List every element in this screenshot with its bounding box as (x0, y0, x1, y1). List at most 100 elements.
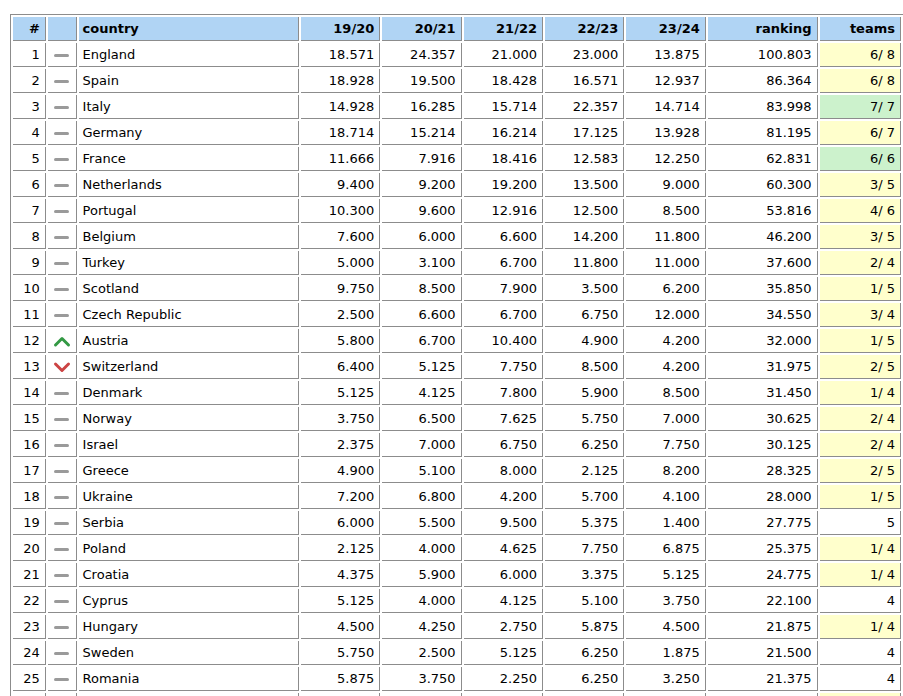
country-row: 8Belgium7.6006.0006.60014.20011.80046.20… (13, 225, 901, 249)
teams-count: 1/ 4 (820, 381, 901, 405)
season-points-22-23: 4.900 (545, 329, 624, 353)
country-name: Portugal (79, 199, 299, 223)
season-points-23-24: 1.875 (626, 641, 705, 665)
ranking-points: 46.200 (708, 225, 818, 249)
trend-cell (48, 95, 77, 119)
trend-cell (48, 121, 77, 145)
no-change-dash-icon (54, 574, 69, 577)
season-points-21-22: 9.500 (464, 511, 543, 535)
country-row: 20Poland2.1254.0004.6257.7506.87525.3751… (13, 537, 901, 561)
country-name: France (79, 147, 299, 171)
no-change-dash-icon (54, 236, 69, 239)
rank-number: 24 (13, 641, 46, 665)
teams-count: 4 (820, 589, 901, 613)
no-change-dash-icon (54, 132, 69, 135)
rank-number: 9 (13, 251, 46, 275)
no-change-dash-icon (54, 54, 69, 57)
season-points-19-20: 2.500 (301, 303, 380, 327)
season-points-23-24: 11.000 (626, 251, 705, 275)
no-change-dash-icon (54, 626, 69, 629)
ranking-points: 60.300 (708, 173, 818, 197)
ranking-points: 30.125 (708, 433, 818, 457)
season-points-21-22: 4.200 (464, 485, 543, 509)
season-points-22-23: 12.500 (545, 199, 624, 223)
rank-number: 1 (13, 43, 46, 67)
column-header-season-20-21: 20/21 (382, 17, 461, 41)
season-points-22-23: 6.750 (545, 303, 624, 327)
trend-cell (48, 667, 77, 691)
no-change-dash-icon (54, 678, 69, 681)
ranking-points: 21.875 (708, 615, 818, 639)
ranking-points: 24.775 (708, 563, 818, 587)
country-row: 22Cyprus5.1254.0004.1255.1003.75022.1004 (13, 589, 901, 613)
rank-number: 4 (13, 121, 46, 145)
season-points-21-22: 7.625 (464, 407, 543, 431)
country-row: 1England18.57124.35721.00023.00013.87510… (13, 43, 901, 67)
trend-cell (48, 173, 77, 197)
column-header-season-19-20: 19/20 (301, 17, 380, 41)
season-points-23-24: 12.250 (626, 147, 705, 171)
trend-cell (48, 251, 77, 275)
season-points-20-21: 6.700 (382, 329, 461, 353)
season-points-20-21: 6.000 (382, 225, 461, 249)
teams-count: 2/ 4 (820, 433, 901, 457)
teams-count: 5 (820, 511, 901, 535)
season-points-23-24: 4.200 (626, 355, 705, 379)
country-name: Greece (79, 459, 299, 483)
season-points-19-20: 18.571 (301, 43, 380, 67)
rank-number: 13 (13, 355, 46, 379)
season-points-19-20: 18.714 (301, 121, 380, 145)
season-points-23-24: 3.750 (626, 589, 705, 613)
country-name: Ukraine (79, 485, 299, 509)
uefa-country-ranking-table-container: # country 19/20 20/21 21/22 22/23 23/24 … (10, 14, 903, 696)
trend-cell (48, 485, 77, 509)
season-points-19-20: 5.750 (301, 641, 380, 665)
season-points-20-21: 19.500 (382, 69, 461, 93)
rank-number: 22 (13, 589, 46, 613)
season-points-21-22: 19.200 (464, 173, 543, 197)
teams-count: 7/ 7 (820, 95, 901, 119)
season-points-20-21: 7.916 (382, 147, 461, 171)
country-row: 13Switzerland6.4005.1257.7508.5004.20031… (13, 355, 901, 379)
country-row: 10Scotland9.7508.5007.9003.5006.20035.85… (13, 277, 901, 301)
ranking-points: 31.975 (708, 355, 818, 379)
no-change-dash-icon (54, 158, 69, 161)
no-change-dash-icon (54, 418, 69, 421)
season-points-23-24: 6.875 (626, 537, 705, 561)
season-points-21-22: 12.916 (464, 199, 543, 223)
season-points-20-21: 4.000 (382, 537, 461, 561)
season-points-23-24: 12.000 (626, 303, 705, 327)
country-row: 5France11.6667.91618.41612.58312.25062.8… (13, 147, 901, 171)
country-name: Cyprus (79, 589, 299, 613)
country-row: 17Greece4.9005.1008.0002.1258.20028.3252… (13, 459, 901, 483)
rank-number: 14 (13, 381, 46, 405)
season-points-19-20: 4.500 (301, 615, 380, 639)
country-row: 11Czech Republic2.5006.6006.7006.75012.0… (13, 303, 901, 327)
teams-count: 3/ 5 (820, 173, 901, 197)
rank-number: 2 (13, 69, 46, 93)
season-points-23-24: 13.875 (626, 43, 705, 67)
season-points-22-23: 6.250 (545, 433, 624, 457)
column-header-teams: teams (820, 17, 901, 41)
season-points-23-24: 8.200 (626, 459, 705, 483)
rank-number: 23 (13, 615, 46, 639)
trend-cell (48, 199, 77, 223)
column-header-country: country (79, 17, 299, 41)
column-header-season-22-23: 22/23 (545, 17, 624, 41)
rank-number: 17 (13, 459, 46, 483)
season-points-21-22: 18.416 (464, 147, 543, 171)
season-points-22-23: 12.583 (545, 147, 624, 171)
teams-count: 1/ 5 (820, 277, 901, 301)
teams-count: 1/ 5 (820, 485, 901, 509)
season-points-20-21: 6.600 (382, 303, 461, 327)
season-points-22-23: 16.571 (545, 69, 624, 93)
ranking-points: 28.000 (708, 485, 818, 509)
trend-cell (48, 225, 77, 249)
country-name: Denmark (79, 381, 299, 405)
no-change-dash-icon (54, 288, 69, 291)
season-points-22-23: 2.125 (545, 459, 624, 483)
rank-number: 20 (13, 537, 46, 561)
header-row: # country 19/20 20/21 21/22 22/23 23/24 … (13, 17, 901, 41)
country-name: Romania (79, 667, 299, 691)
country-name: Switzerland (79, 355, 299, 379)
